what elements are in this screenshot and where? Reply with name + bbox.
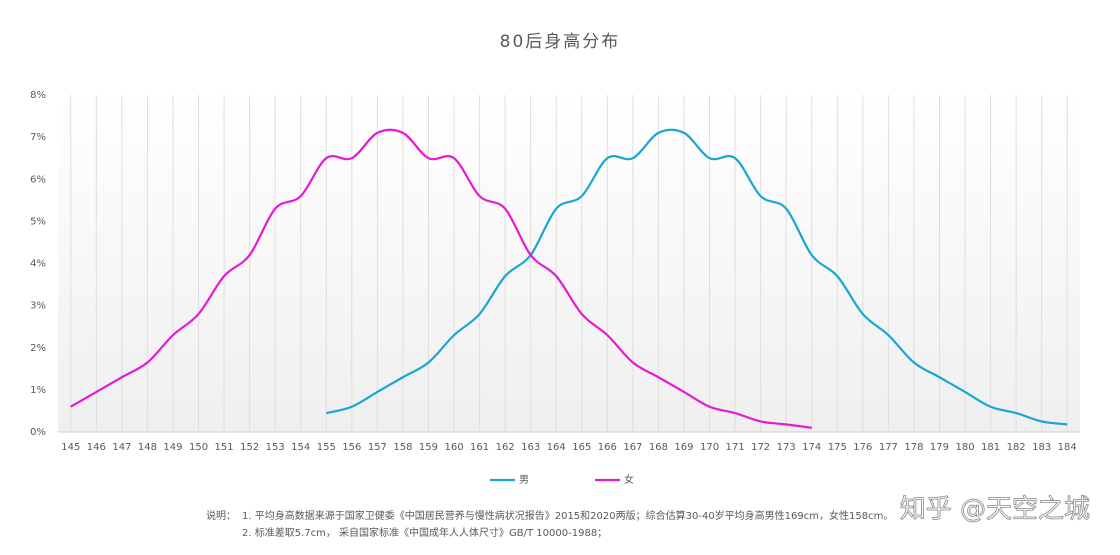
x-tick-label: 147 [112, 442, 131, 453]
x-tick-label: 149 [163, 442, 182, 453]
x-tick-label: 169 [674, 442, 693, 453]
series-line [70, 128, 812, 429]
x-tick-label: 181 [981, 442, 1000, 453]
x-tick-label: 150 [189, 442, 208, 453]
x-tick-label: 176 [853, 442, 872, 453]
x-tick-label: 162 [496, 442, 515, 453]
note: 说明： [206, 509, 236, 522]
watermark: 知乎 @天空之城 [900, 495, 1090, 525]
x-tick-label: 158 [393, 442, 412, 453]
x-tick-label: 156 [342, 442, 361, 453]
legend-label: 女 [624, 473, 634, 486]
x-tick-label: 168 [649, 442, 668, 453]
x-tick-label: 155 [317, 442, 336, 453]
x-tick-label: 179 [930, 442, 949, 453]
y-tick-label: 4% [30, 259, 46, 270]
x-tick-label: 160 [444, 442, 463, 453]
x-tick-label: 170 [700, 442, 719, 453]
x-tick-label: 146 [87, 442, 106, 453]
y-tick-label: 3% [30, 301, 46, 312]
x-tick-label: 183 [1032, 442, 1051, 453]
x-tick-label: 165 [572, 442, 591, 453]
x-tick-label: 173 [777, 442, 796, 453]
plot-area [58, 95, 1080, 432]
x-tick-label: 171 [726, 442, 745, 453]
y-tick-label: 6% [30, 174, 46, 185]
x-tick-label: 148 [138, 442, 157, 453]
legend-label: 男 [519, 474, 529, 486]
y-tick-label: 8% [30, 90, 46, 101]
x-tick-label: 166 [598, 442, 617, 453]
x-tick-label: 182 [1007, 442, 1026, 453]
x-tick-label: 180 [955, 442, 974, 453]
x-tick-label: 154 [291, 442, 310, 453]
x-tick-label: 172 [751, 442, 770, 453]
x-tick-label: 157 [368, 442, 387, 453]
x-tick-label: 145 [61, 442, 80, 453]
note: 2. 标准差取5.7cm， 采自国家标准《中国成年人人体尺寸》GB/T 1000… [242, 526, 607, 539]
x-tick-label: 159 [419, 442, 438, 453]
y-tick-label: 1% [30, 385, 46, 396]
y-tick-label: 2% [30, 343, 46, 354]
x-tick-label: 178 [904, 442, 923, 453]
x-tick-label: 152 [240, 442, 259, 453]
x-tick-label: 177 [879, 442, 898, 453]
x-tick-label: 163 [521, 442, 540, 453]
x-tick-label: 164 [547, 442, 566, 453]
series-line [326, 128, 1068, 426]
note: 1. 平均身高数据来源于国家卫健委《中国居民营养与慢性病状况报告》2015和20… [242, 509, 893, 522]
x-tick-label: 167 [623, 442, 642, 453]
x-tick-label: 184 [1058, 442, 1077, 453]
x-tick-label: 174 [802, 442, 821, 453]
y-tick-label: 5% [30, 216, 46, 227]
y-tick-label: 0% [30, 427, 46, 438]
x-tick-label: 161 [470, 442, 489, 453]
x-tick-label: 153 [266, 442, 285, 453]
y-tick-label: 7% [30, 132, 46, 143]
x-tick-label: 175 [828, 442, 847, 453]
x-tick-label: 151 [215, 442, 234, 453]
chart-title: 80后身高分布 [500, 32, 621, 52]
